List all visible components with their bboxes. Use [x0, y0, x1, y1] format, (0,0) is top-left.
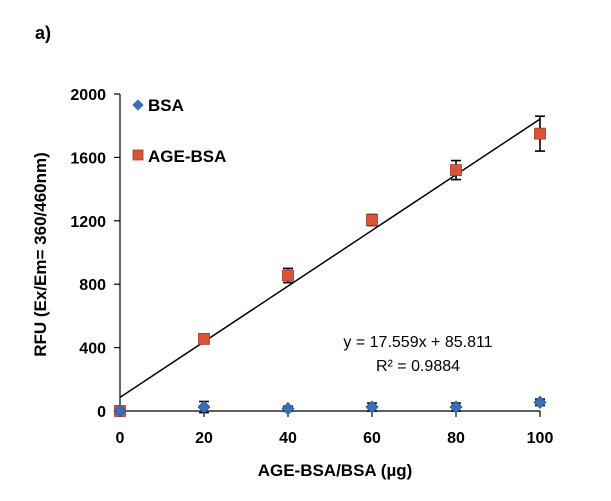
trendline-r2: R² = 0.9884	[376, 358, 460, 375]
legend: BSA AGE-BSA	[132, 96, 226, 166]
legend-label-bsa: BSA	[148, 96, 184, 115]
bsa-point	[281, 402, 295, 416]
bsa-point	[113, 404, 127, 418]
x-tick-label: 100	[527, 430, 554, 447]
y-tick-label: 0	[97, 404, 106, 421]
y-tick-label: 400	[79, 341, 106, 358]
axes	[119, 94, 540, 412]
bsa-point	[365, 400, 379, 414]
legend-marker-age-bsa	[132, 149, 144, 161]
y-tick-label: 2000	[70, 87, 106, 104]
y-tick-label: 800	[79, 277, 106, 294]
series-age-bsa	[114, 115, 546, 417]
age-bsa-point	[534, 127, 546, 140]
x-tick-label: 0	[116, 430, 125, 447]
age-bsa-point	[450, 164, 462, 176]
series-bsa	[113, 395, 547, 418]
legend-label-age-bsa: AGE-BSA	[148, 147, 226, 166]
y-axis-title: RFU (Ex/Em= 360/460nm)	[31, 152, 50, 357]
x-tick-label: 20	[195, 430, 213, 447]
trendline	[119, 118, 541, 399]
age-bsa-point	[282, 269, 294, 282]
x-ticks: 0 20 40 60 80 100	[116, 411, 554, 447]
age-bsa-point	[198, 332, 210, 345]
y-tick-label: 1200	[70, 214, 106, 231]
x-tick-label: 40	[279, 430, 297, 447]
panel-label: a)	[35, 23, 51, 43]
x-tick-label: 80	[447, 430, 465, 447]
age-bsa-point	[366, 214, 378, 226]
trendline-equation: y = 17.559x + 85.811	[343, 334, 492, 351]
x-axis-title: AGE-BSA/BSA (µg)	[258, 461, 413, 480]
bsa-point	[197, 400, 211, 414]
bsa-point	[449, 400, 463, 414]
y-tick-label: 1600	[70, 150, 106, 167]
legend-marker-bsa	[132, 99, 144, 111]
bsa-point	[533, 395, 547, 409]
x-tick-label: 60	[363, 430, 381, 447]
y-ticks: 0 400 800 1200 1600 2000	[70, 87, 120, 421]
